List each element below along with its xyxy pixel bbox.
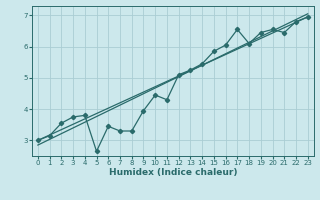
X-axis label: Humidex (Indice chaleur): Humidex (Indice chaleur) — [108, 168, 237, 177]
